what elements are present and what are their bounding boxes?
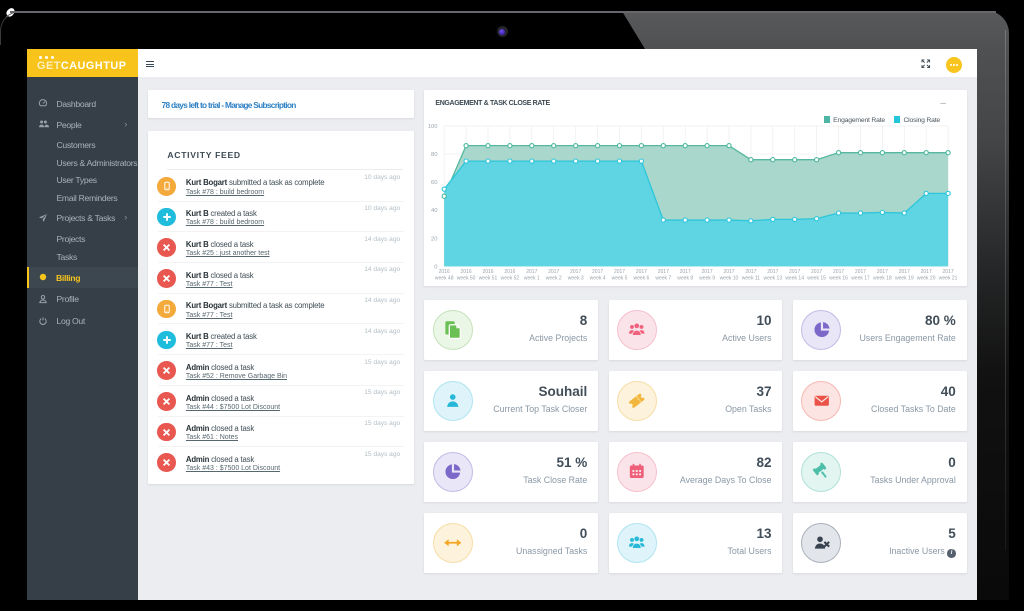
svg-text:80: 80 xyxy=(431,152,437,158)
svg-text:2017: 2017 xyxy=(614,269,625,275)
svg-text:week 19: week 19 xyxy=(895,276,914,282)
svg-text:2017: 2017 xyxy=(658,269,669,275)
svg-text:week 3: week 3 xyxy=(568,276,584,282)
svg-text:2017: 2017 xyxy=(746,269,757,275)
svg-text:week 13: week 13 xyxy=(764,276,783,282)
svg-text:0: 0 xyxy=(435,264,438,270)
svg-text:week 11: week 11 xyxy=(742,276,760,282)
svg-text:week 4: week 4 xyxy=(590,276,606,282)
svg-text:2017: 2017 xyxy=(636,269,647,275)
svg-text:week 9: week 9 xyxy=(700,276,716,282)
svg-text:2016: 2016 xyxy=(483,269,494,275)
svg-text:2017: 2017 xyxy=(790,269,801,275)
svg-text:2017: 2017 xyxy=(571,269,582,275)
svg-text:2017: 2017 xyxy=(855,269,866,275)
svg-text:2017: 2017 xyxy=(702,269,713,275)
svg-text:week 15: week 15 xyxy=(808,276,827,282)
svg-text:week 1: week 1 xyxy=(524,276,540,282)
svg-text:week 50: week 50 xyxy=(457,276,476,282)
svg-text:week 10: week 10 xyxy=(720,276,739,282)
svg-text:60: 60 xyxy=(431,180,437,186)
svg-text:week 17: week 17 xyxy=(852,276,871,282)
svg-text:week 21: week 21 xyxy=(939,276,958,282)
svg-text:100: 100 xyxy=(428,124,438,130)
svg-text:week 6: week 6 xyxy=(634,276,650,282)
svg-text:week 7: week 7 xyxy=(656,276,672,282)
svg-text:2016: 2016 xyxy=(505,269,516,275)
svg-text:2017: 2017 xyxy=(877,269,888,275)
svg-text:week 18: week 18 xyxy=(873,276,892,282)
svg-text:40: 40 xyxy=(431,208,437,214)
svg-text:2016: 2016 xyxy=(461,269,472,275)
svg-text:week 20: week 20 xyxy=(917,276,936,282)
svg-text:week 8: week 8 xyxy=(678,276,694,282)
svg-text:week 48: week 48 xyxy=(435,276,454,282)
svg-text:week 51: week 51 xyxy=(479,276,498,282)
svg-text:week 14: week 14 xyxy=(786,276,805,282)
svg-text:2017: 2017 xyxy=(549,269,560,275)
svg-text:2017: 2017 xyxy=(724,269,735,275)
svg-text:2017: 2017 xyxy=(680,269,691,275)
svg-text:2017: 2017 xyxy=(592,269,603,275)
svg-text:2017: 2017 xyxy=(768,269,779,275)
svg-text:week 5: week 5 xyxy=(612,276,628,282)
svg-text:2017: 2017 xyxy=(527,269,538,275)
svg-text:2017: 2017 xyxy=(943,269,954,275)
svg-text:20: 20 xyxy=(431,236,437,242)
svg-text:2017: 2017 xyxy=(833,269,844,275)
svg-text:2017: 2017 xyxy=(899,269,910,275)
svg-text:week 52: week 52 xyxy=(501,276,520,282)
svg-text:2016: 2016 xyxy=(439,269,450,275)
svg-text:week 2: week 2 xyxy=(546,276,562,282)
svg-text:2017: 2017 xyxy=(811,269,822,275)
svg-text:week 16: week 16 xyxy=(830,276,849,282)
svg-text:2017: 2017 xyxy=(921,269,932,275)
